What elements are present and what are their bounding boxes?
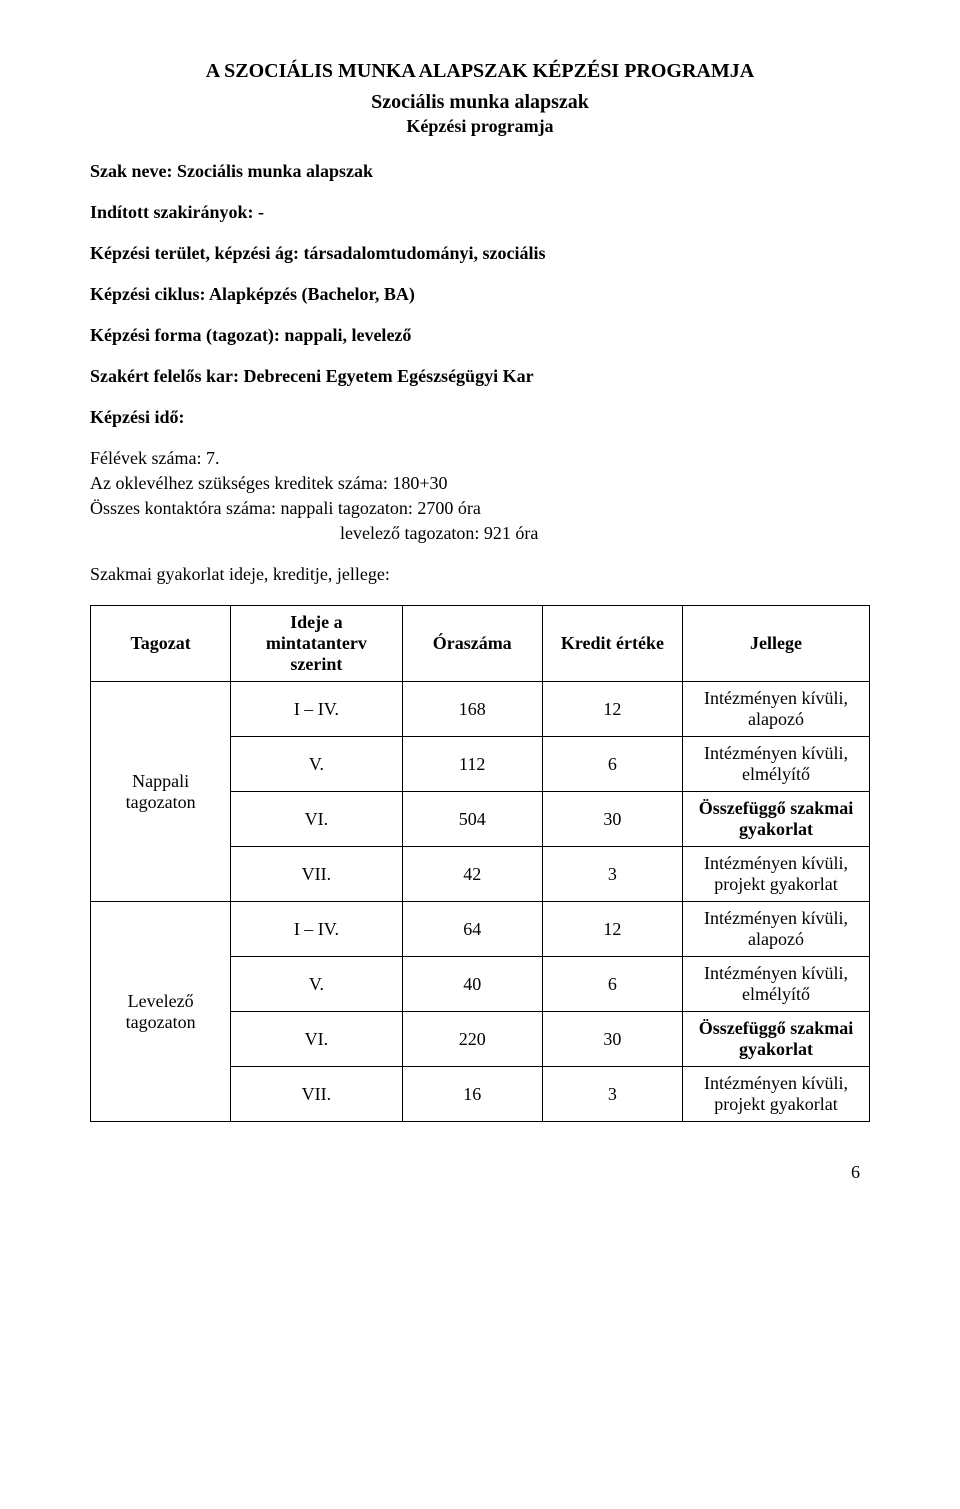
th-tagozat: Tagozat [91, 606, 231, 682]
subtitle-line-1: Szociális munka alapszak [90, 91, 870, 114]
table-row: Levelező tagozatonI – IV.6412Intézményen… [91, 902, 870, 957]
cell-ideje: VII. [231, 847, 402, 902]
cell-oraszam: 40 [402, 957, 542, 1012]
kepzesi-ido: Képzési idő: [90, 407, 870, 428]
cell-tagozat: Levelező tagozaton [91, 902, 231, 1122]
cell-kredit: 6 [542, 737, 682, 792]
cell-jellege: Összefüggő szakmai gyakorlat [683, 792, 870, 847]
szak-neve: Szak neve: Szociális munka alapszak [90, 161, 870, 182]
cell-oraszam: 42 [402, 847, 542, 902]
cell-kredit: 3 [542, 847, 682, 902]
cell-ideje: VII. [231, 1067, 402, 1122]
szakert-felelos: Szakért felelős kar: Debreceni Egyetem E… [90, 366, 870, 387]
cell-kredit: 12 [542, 902, 682, 957]
cell-jellege: Intézményen kívüli, projekt gyakorlat [683, 1067, 870, 1122]
kepzesi-forma: Képzési forma (tagozat): nappali, levele… [90, 325, 870, 346]
main-title: A SZOCIÁLIS MUNKA ALAPSZAK KÉPZÉSI PROGR… [90, 60, 870, 83]
szakmai-gyak-heading: Szakmai gyakorlat ideje, kreditje, jelle… [90, 564, 870, 585]
cell-ideje: V. [231, 957, 402, 1012]
cell-jellege: Intézményen kívüli, projekt gyakorlat [683, 847, 870, 902]
felevek: Félévek száma: 7. [90, 448, 870, 469]
kreditek: Az oklevélhez szükséges kreditek száma: … [90, 473, 870, 494]
cell-ideje: VI. [231, 792, 402, 847]
th-jellege: Jellege [683, 606, 870, 682]
table-header-row: Tagozat Ideje a mintatanterv szerint Óra… [91, 606, 870, 682]
cell-oraszam: 504 [402, 792, 542, 847]
page-number: 6 [90, 1162, 870, 1183]
cell-ideje: VI. [231, 1012, 402, 1067]
cell-oraszam: 16 [402, 1067, 542, 1122]
cell-ideje: V. [231, 737, 402, 792]
cell-tagozat: Nappali tagozaton [91, 682, 231, 902]
kepzesi-ciklus: Képzési ciklus: Alapképzés (Bachelor, BA… [90, 284, 870, 305]
th-ideje: Ideje a mintatanterv szerint [231, 606, 402, 682]
osszes-1: Összes kontaktóra száma: nappali tagozat… [90, 498, 870, 519]
cell-jellege: Intézményen kívüli, alapozó [683, 902, 870, 957]
th-kredit: Kredit értéke [542, 606, 682, 682]
cell-kredit: 30 [542, 792, 682, 847]
cell-jellege: Intézményen kívüli, elmélyítő [683, 957, 870, 1012]
osszes-2: levelező tagozaton: 921 óra [340, 523, 870, 544]
cell-ideje: I – IV. [231, 682, 402, 737]
cell-kredit: 3 [542, 1067, 682, 1122]
gyakorlat-table: Tagozat Ideje a mintatanterv szerint Óra… [90, 605, 870, 1122]
table-row: Nappali tagozatonI – IV.16812Intézményen… [91, 682, 870, 737]
cell-ideje: I – IV. [231, 902, 402, 957]
cell-kredit: 30 [542, 1012, 682, 1067]
cell-oraszam: 64 [402, 902, 542, 957]
cell-oraszam: 168 [402, 682, 542, 737]
cell-oraszam: 220 [402, 1012, 542, 1067]
cell-jellege: Intézményen kívüli, alapozó [683, 682, 870, 737]
cell-kredit: 6 [542, 957, 682, 1012]
kepzesi-terulet: Képzési terület, képzési ág: társadalomt… [90, 243, 870, 264]
th-oraszam: Óraszáma [402, 606, 542, 682]
cell-jellege: Intézményen kívüli, elmélyítő [683, 737, 870, 792]
cell-kredit: 12 [542, 682, 682, 737]
inditott: Indított szakirányok: - [90, 202, 870, 223]
subtitle-line-2: Képzési programja [90, 116, 870, 137]
cell-oraszam: 112 [402, 737, 542, 792]
cell-jellege: Összefüggő szakmai gyakorlat [683, 1012, 870, 1067]
